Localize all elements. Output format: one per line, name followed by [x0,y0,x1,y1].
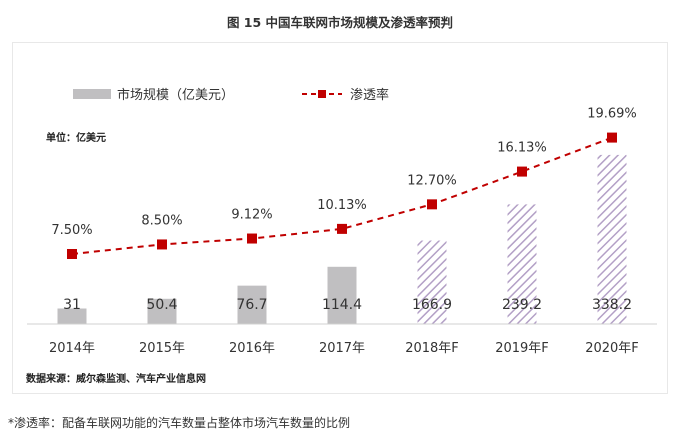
bar-label-6: 338.2 [592,297,632,313]
rate-label-3: 10.13% [317,198,367,213]
bar-0 [57,308,87,324]
legend-label-bar: 市场规模（亿美元） [117,87,234,103]
rate-marker-0 [67,249,77,259]
unit-label: 单位：亿美元 [46,131,106,144]
legend-swatch-marker [318,90,326,98]
bar-label-1: 50.4 [146,297,177,313]
bar-4 [417,240,447,324]
x-axis-tick-labels: 2014年 2015年 2016年 2017年 2018年F 2019年F 2020年F [49,341,639,356]
legend-swatch-bar [73,89,111,99]
bar-3 [327,266,357,324]
rate-marker-3 [337,223,347,234]
rate-marker-6 [607,132,617,143]
x-tick-3: 2017年 [319,341,365,356]
data-source: 数据来源：威尔森监测、汽车产业信息网 [26,374,206,385]
bar-series [57,154,627,324]
figure-title: 图 15 中国车联网市场规模及渗透率预判 [226,15,454,30]
rate-marker-2 [247,233,257,244]
bar-label-3: 114.4 [322,297,362,313]
bar-label-0: 31 [63,297,81,313]
rate-label-2: 9.12% [231,208,272,223]
bar-1 [147,298,177,324]
rate-label-1: 8.50% [141,213,182,228]
x-tick-1: 2015年 [139,341,185,356]
rate-label-6: 19.69% [587,107,637,122]
x-tick-2: 2016年 [229,341,275,356]
rate-marker-5 [517,166,527,177]
rate-label-5: 16.13% [497,141,547,156]
x-tick-4: 2018年F [405,341,459,356]
rate-value-labels: 7.50% 8.50% 9.12% 10.13% 12.70% 16.13% 19.69% [51,107,636,238]
bar-6 [597,154,627,324]
rate-markers [67,132,617,259]
rate-label-4: 12.70% [407,173,457,188]
bar-5 [507,204,537,324]
chart-panel [12,42,668,394]
bar-label-4: 166.9 [412,297,452,313]
bar-label-2: 76.7 [236,297,267,313]
bar-value-labels: 31 50.4 76.7 114.4 166.9 239.2 338.2 [63,297,632,313]
x-tick-0: 2014年 [49,341,95,356]
legend-label-line: 渗透率 [350,87,389,103]
bar-2 [237,285,267,324]
chart-legend: 市场规模（亿美元） 渗透率 [73,87,389,103]
rate-marker-1 [157,239,167,250]
rate-label-0: 7.50% [51,223,92,238]
bar-label-5: 239.2 [502,297,542,313]
x-tick-6: 2020年F [585,341,639,356]
rate-marker-4 [427,199,437,210]
x-tick-5: 2019年F [495,341,549,356]
footnote: *渗透率：配备车联网功能的汽车数量占整体市场汽车数量的比例 [8,416,351,430]
